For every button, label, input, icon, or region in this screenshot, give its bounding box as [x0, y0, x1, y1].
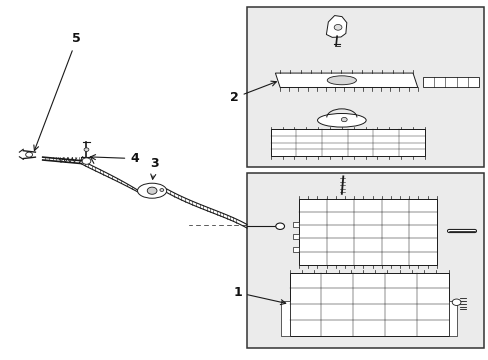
Bar [447, 301, 456, 336]
Ellipse shape [326, 76, 356, 85]
Circle shape [275, 223, 284, 229]
Bar [289, 273, 447, 336]
Bar [293, 222, 299, 227]
Circle shape [26, 152, 32, 157]
Bar [246, 173, 483, 348]
Circle shape [451, 299, 460, 305]
Circle shape [341, 117, 346, 122]
Text: 3: 3 [150, 157, 159, 179]
Text: 4: 4 [90, 152, 139, 165]
Text: 1: 1 [233, 286, 285, 305]
Bar [270, 129, 424, 156]
Bar [422, 77, 478, 87]
Circle shape [160, 189, 163, 192]
Bar [299, 199, 436, 265]
Bar [280, 301, 289, 336]
Bar [246, 8, 483, 167]
Circle shape [84, 148, 89, 152]
Bar [293, 247, 299, 252]
Bar [293, 234, 299, 239]
Polygon shape [325, 15, 346, 37]
Circle shape [147, 187, 157, 194]
Polygon shape [275, 73, 417, 87]
Circle shape [82, 158, 91, 164]
Text: 2: 2 [229, 81, 276, 104]
Text: 5: 5 [34, 32, 81, 150]
Circle shape [333, 24, 341, 30]
Ellipse shape [317, 113, 366, 127]
Ellipse shape [137, 183, 166, 198]
